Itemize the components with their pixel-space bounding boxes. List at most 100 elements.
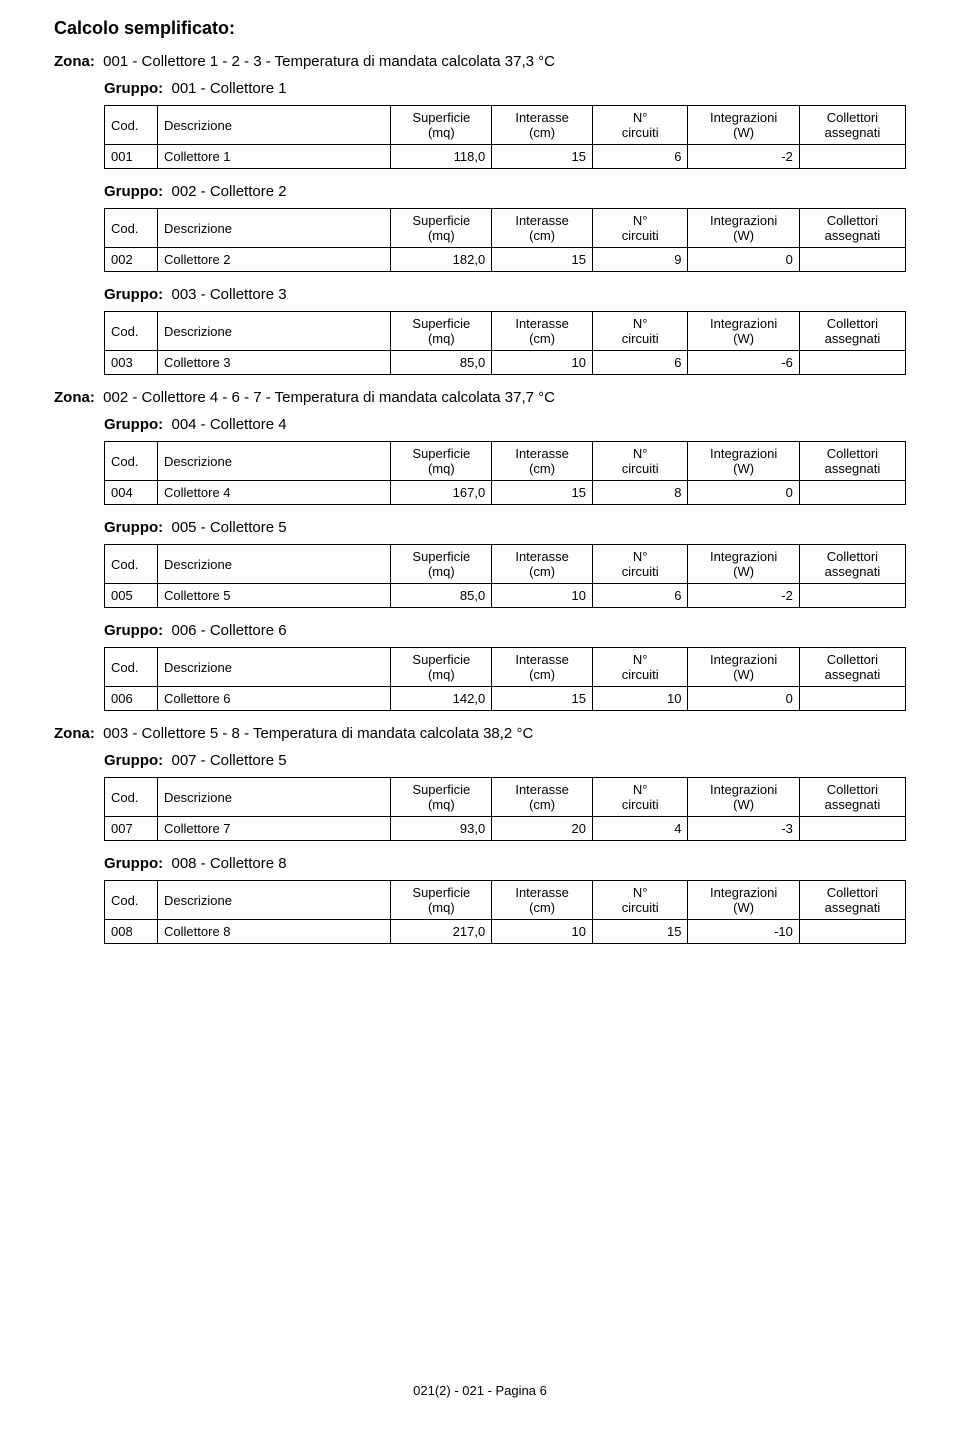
cell-integrazioni: -2 — [688, 145, 799, 169]
group-table: Cod. Descrizione Superficie(mq) Interass… — [104, 105, 906, 169]
header-superficie: Superficie(mq) — [391, 881, 492, 920]
header-collettori: Collettoriassegnati — [799, 778, 905, 817]
header-superficie: Superficie(mq) — [391, 778, 492, 817]
cell-cod: 005 — [105, 584, 158, 608]
header-collettori: Collettoriassegnati — [799, 312, 905, 351]
header-cod: Cod. — [105, 648, 158, 687]
table-header-row: Cod. Descrizione Superficie(mq) Interass… — [105, 648, 906, 687]
header-ncircuiti: N°circuiti — [592, 648, 687, 687]
header-cod: Cod. — [105, 209, 158, 248]
header-cod: Cod. — [105, 442, 158, 481]
cell-cod: 004 — [105, 481, 158, 505]
table-data-row: 001 Collettore 1 118,0 15 6 -2 — [105, 145, 906, 169]
cell-superficie: 182,0 — [391, 248, 492, 272]
zone-line: Zona: 003 - Collettore 5 - 8 - Temperatu… — [54, 725, 906, 742]
cell-superficie: 142,0 — [391, 687, 492, 711]
header-superficie: Superficie(mq) — [391, 209, 492, 248]
table-header-row: Cod. Descrizione Superficie(mq) Interass… — [105, 106, 906, 145]
table-header-row: Cod. Descrizione Superficie(mq) Interass… — [105, 442, 906, 481]
header-interasse: Interasse(cm) — [492, 312, 593, 351]
table-header-row: Cod. Descrizione Superficie(mq) Interass… — [105, 881, 906, 920]
header-integrazioni: Integrazioni(W) — [688, 778, 799, 817]
cell-collettori — [799, 351, 905, 375]
group-table: Cod. Descrizione Superficie(mq) Interass… — [104, 441, 906, 505]
group-table: Cod. Descrizione Superficie(mq) Interass… — [104, 208, 906, 272]
cell-desc: Collettore 3 — [158, 351, 391, 375]
header-integrazioni: Integrazioni(W) — [688, 545, 799, 584]
header-integrazioni: Integrazioni(W) — [688, 881, 799, 920]
cell-ncircuiti: 6 — [592, 351, 687, 375]
header-cod: Cod. — [105, 545, 158, 584]
cell-ncircuiti: 8 — [592, 481, 687, 505]
header-ncircuiti: N°circuiti — [592, 312, 687, 351]
cell-cod: 002 — [105, 248, 158, 272]
cell-integrazioni: 0 — [688, 687, 799, 711]
cell-ncircuiti: 6 — [592, 584, 687, 608]
header-cod: Cod. — [105, 106, 158, 145]
cell-desc: Collettore 6 — [158, 687, 391, 711]
cell-desc: Collettore 7 — [158, 817, 391, 841]
table-header-row: Cod. Descrizione Superficie(mq) Interass… — [105, 312, 906, 351]
group-block: Gruppo: 008 - Collettore 8 Cod. Descrizi… — [104, 855, 906, 944]
cell-integrazioni: 0 — [688, 248, 799, 272]
cell-interasse: 15 — [492, 248, 593, 272]
cell-cod: 001 — [105, 145, 158, 169]
header-desc: Descrizione — [158, 442, 391, 481]
cell-superficie: 217,0 — [391, 920, 492, 944]
header-ncircuiti: N°circuiti — [592, 545, 687, 584]
header-desc: Descrizione — [158, 312, 391, 351]
header-integrazioni: Integrazioni(W) — [688, 209, 799, 248]
header-cod: Cod. — [105, 881, 158, 920]
zone-line: Zona: 002 - Collettore 4 - 6 - 7 - Tempe… — [54, 389, 906, 406]
cell-interasse: 15 — [492, 687, 593, 711]
cell-cod: 008 — [105, 920, 158, 944]
cell-interasse: 15 — [492, 481, 593, 505]
header-interasse: Interasse(cm) — [492, 209, 593, 248]
table-header-row: Cod. Descrizione Superficie(mq) Interass… — [105, 209, 906, 248]
header-cod: Cod. — [105, 778, 158, 817]
cell-integrazioni: 0 — [688, 481, 799, 505]
header-desc: Descrizione — [158, 545, 391, 584]
group-block: Gruppo: 003 - Collettore 3 Cod. Descrizi… — [104, 286, 906, 375]
header-integrazioni: Integrazioni(W) — [688, 442, 799, 481]
group-block: Gruppo: 004 - Collettore 4 Cod. Descrizi… — [104, 416, 906, 505]
header-collettori: Collettoriassegnati — [799, 648, 905, 687]
table-data-row: 007 Collettore 7 93,0 20 4 -3 — [105, 817, 906, 841]
group-line: Gruppo: 002 - Collettore 2 — [104, 183, 906, 200]
cell-superficie: 85,0 — [391, 584, 492, 608]
cell-desc: Collettore 8 — [158, 920, 391, 944]
header-collettori: Collettoriassegnati — [799, 881, 905, 920]
header-integrazioni: Integrazioni(W) — [688, 648, 799, 687]
group-table: Cod. Descrizione Superficie(mq) Interass… — [104, 880, 906, 944]
cell-interasse: 10 — [492, 920, 593, 944]
cell-interasse: 10 — [492, 584, 593, 608]
cell-superficie: 167,0 — [391, 481, 492, 505]
cell-collettori — [799, 481, 905, 505]
cell-cod: 006 — [105, 687, 158, 711]
page-footer: 021(2) - 021 - Pagina 6 — [0, 1383, 960, 1398]
group-block: Gruppo: 007 - Collettore 5 Cod. Descrizi… — [104, 752, 906, 841]
header-ncircuiti: N°circuiti — [592, 778, 687, 817]
page-title: Calcolo semplificato: — [54, 18, 906, 39]
group-line: Gruppo: 006 - Collettore 6 — [104, 622, 906, 639]
cell-integrazioni: -10 — [688, 920, 799, 944]
header-desc: Descrizione — [158, 209, 391, 248]
header-ncircuiti: N°circuiti — [592, 106, 687, 145]
cell-interasse: 20 — [492, 817, 593, 841]
cell-collettori — [799, 248, 905, 272]
cell-collettori — [799, 920, 905, 944]
cell-ncircuiti: 9 — [592, 248, 687, 272]
group-block: Gruppo: 005 - Collettore 5 Cod. Descrizi… — [104, 519, 906, 608]
cell-collettori — [799, 687, 905, 711]
header-ncircuiti: N°circuiti — [592, 881, 687, 920]
cell-integrazioni: -3 — [688, 817, 799, 841]
group-block: Gruppo: 006 - Collettore 6 Cod. Descrizi… — [104, 622, 906, 711]
header-ncircuiti: N°circuiti — [592, 209, 687, 248]
cell-desc: Collettore 4 — [158, 481, 391, 505]
header-integrazioni: Integrazioni(W) — [688, 106, 799, 145]
cell-ncircuiti: 4 — [592, 817, 687, 841]
header-desc: Descrizione — [158, 881, 391, 920]
group-line: Gruppo: 003 - Collettore 3 — [104, 286, 906, 303]
cell-interasse: 15 — [492, 145, 593, 169]
header-desc: Descrizione — [158, 648, 391, 687]
